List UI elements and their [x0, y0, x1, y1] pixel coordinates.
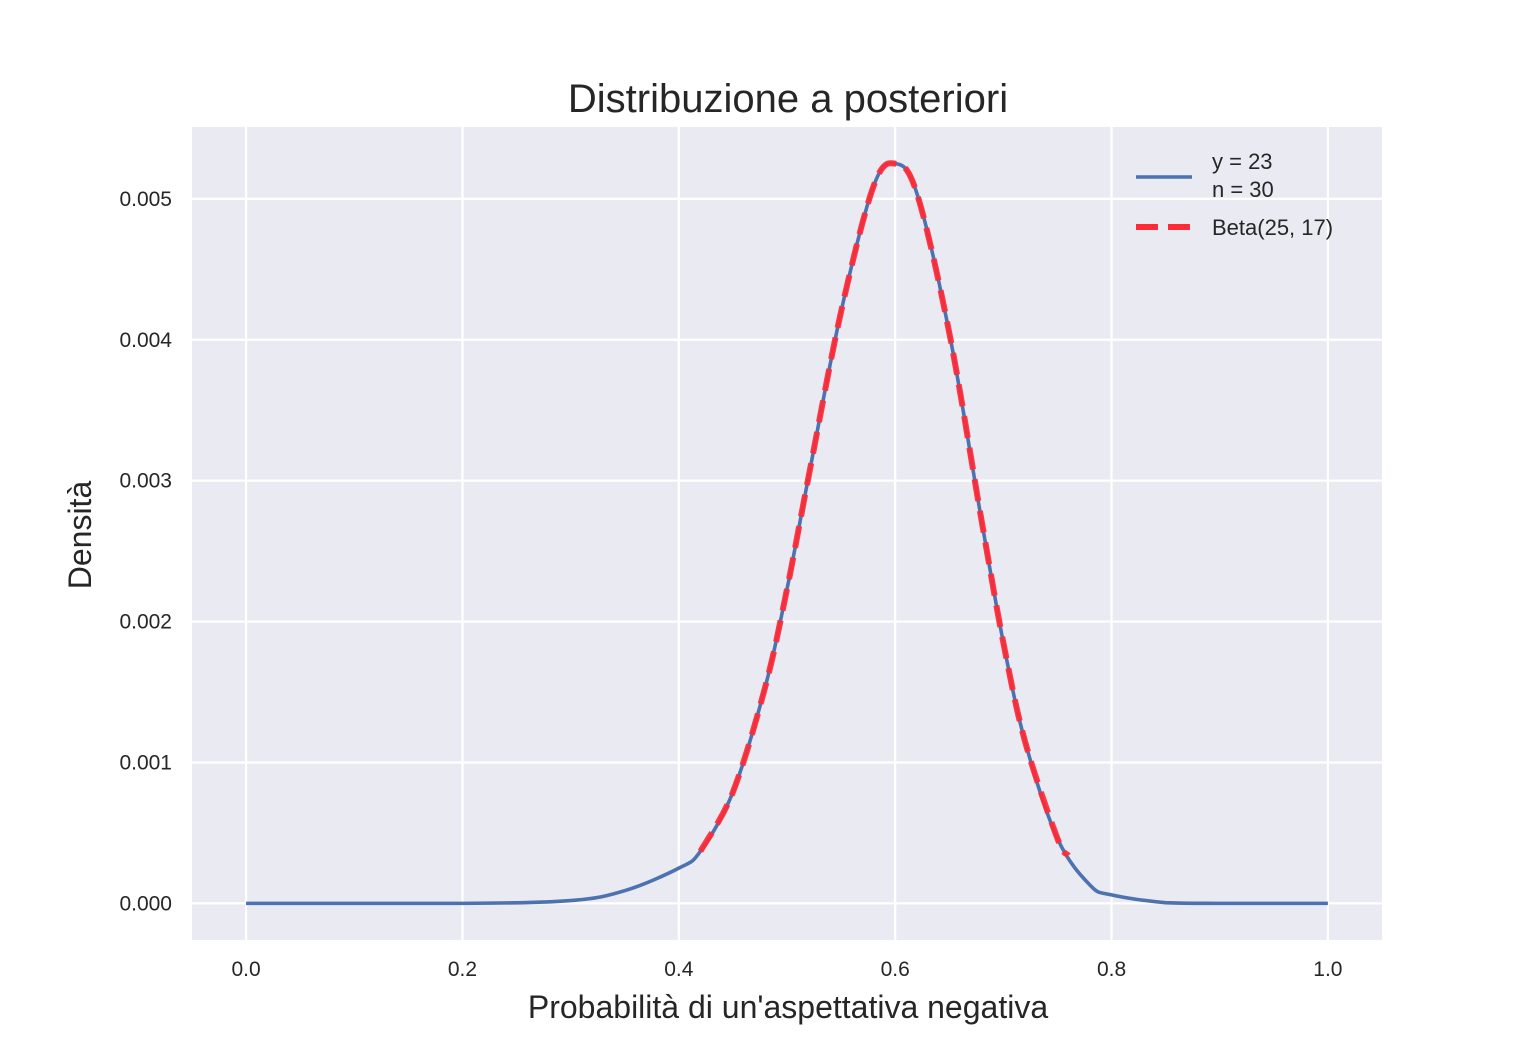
y-tick-label: 0.004: [119, 329, 172, 352]
y-tick-label: 0.003: [119, 470, 172, 493]
legend-label-posterior: n = 30: [1212, 177, 1274, 202]
beta-dashed-line: [697, 160, 1071, 858]
y-tick-label: 0.000: [119, 892, 172, 915]
x-axis-label: Probabilità di un'aspettativa negativa: [528, 989, 1048, 1025]
x-tick-label: 1.0: [1313, 958, 1342, 981]
y-tick-label: 0.001: [119, 751, 172, 774]
x-tick-label: 0.2: [448, 958, 477, 981]
posterior-line: [246, 161, 1328, 906]
plot-area: [192, 127, 1382, 940]
x-tick-label: 0.8: [1097, 958, 1126, 981]
chart-title: Distribuzione a posteriori: [568, 77, 1008, 121]
x-tick-label: 0.0: [231, 958, 260, 981]
x-axis: 0.0 0.2 0.4 0.6 0.8 1.0: [231, 958, 1342, 981]
legend: y = 23 n = 30 Beta(25, 17): [1136, 149, 1333, 240]
legend-label-beta: Beta(25, 17): [1212, 215, 1333, 240]
x-tick-label: 0.4: [664, 958, 694, 981]
x-tick-label: 0.6: [881, 958, 910, 981]
y-tick-label: 0.002: [119, 611, 172, 634]
y-tick-label: 0.005: [119, 188, 172, 211]
y-axis-label: Densità: [62, 481, 98, 590]
y-axis: 0.000 0.001 0.002 0.003 0.004 0.005: [119, 188, 172, 916]
series-layer: [246, 160, 1328, 906]
legend-label-posterior: y = 23: [1212, 149, 1273, 174]
